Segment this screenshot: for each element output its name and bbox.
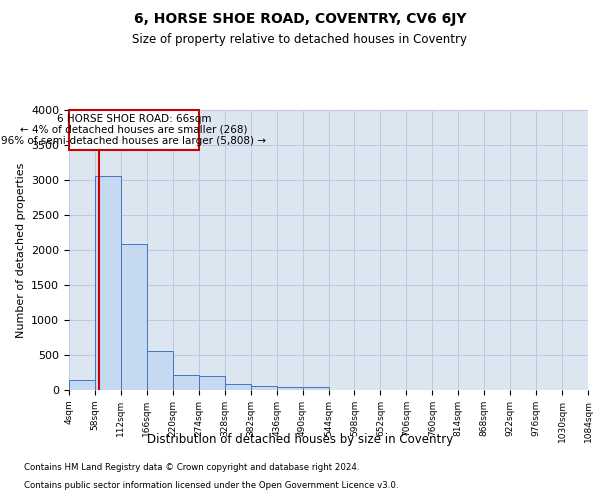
Bar xyxy=(95,176,121,390)
Text: Distribution of detached houses by size in Coventry: Distribution of detached houses by size … xyxy=(147,432,453,446)
Bar xyxy=(69,380,95,390)
Bar xyxy=(121,244,147,390)
Bar xyxy=(199,376,224,390)
Y-axis label: Number of detached properties: Number of detached properties xyxy=(16,162,26,338)
Bar xyxy=(173,376,199,390)
Bar xyxy=(225,384,251,390)
Bar xyxy=(302,386,329,390)
Text: Contains HM Land Registry data © Crown copyright and database right 2024.: Contains HM Land Registry data © Crown c… xyxy=(24,464,359,472)
Text: Contains public sector information licensed under the Open Government Licence v3: Contains public sector information licen… xyxy=(24,481,398,490)
Text: 6 HORSE SHOE ROAD: 66sqm: 6 HORSE SHOE ROAD: 66sqm xyxy=(56,114,211,124)
Text: 96% of semi-detached houses are larger (5,808) →: 96% of semi-detached houses are larger (… xyxy=(1,136,266,146)
Text: ← 4% of detached houses are smaller (268): ← 4% of detached houses are smaller (268… xyxy=(20,125,248,135)
Bar xyxy=(251,386,277,390)
Bar xyxy=(69,110,199,150)
Text: Size of property relative to detached houses in Coventry: Size of property relative to detached ho… xyxy=(133,32,467,46)
Bar xyxy=(277,386,302,390)
Bar xyxy=(147,351,173,390)
Text: 6, HORSE SHOE ROAD, COVENTRY, CV6 6JY: 6, HORSE SHOE ROAD, COVENTRY, CV6 6JY xyxy=(134,12,466,26)
